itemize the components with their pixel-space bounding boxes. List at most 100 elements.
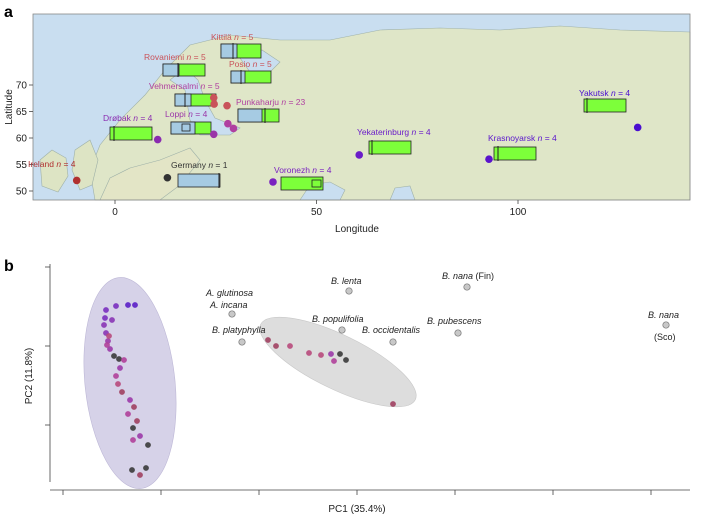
site-label-ireland: Ireland n = 4	[28, 159, 76, 169]
map-axes: 0 50 100 50 55 60 65 70	[16, 81, 527, 219]
climate-boxes	[109, 43, 627, 191]
site-marker-vehmersalmi	[224, 119, 232, 128]
site-marker-punkaharju	[229, 124, 238, 133]
site-label-kittil: Kittilä n = 5	[211, 32, 254, 42]
site-label-drbak: Drøbak n = 4	[103, 113, 153, 123]
land-scandinavia	[89, 25, 691, 201]
site-marker-voronezh	[269, 178, 277, 186]
box-drobak	[109, 126, 153, 141]
sample-point	[390, 401, 396, 407]
sample-point	[130, 425, 136, 431]
sample-point	[106, 333, 112, 339]
sample-point	[137, 433, 143, 439]
label-pubescens: B. pubescens	[427, 316, 482, 326]
label-sco: (Sco)	[654, 332, 676, 342]
land-europe-south	[99, 147, 201, 201]
point-lenta	[345, 287, 353, 295]
map-x-tick-label: 100	[510, 207, 527, 218]
sample-point	[125, 302, 131, 308]
sample-point	[318, 352, 324, 358]
map-x-tick-label: 0	[112, 207, 118, 218]
sample-point	[134, 418, 140, 424]
cluster-ellipse-other	[259, 316, 417, 408]
panel-a-label: a	[4, 4, 13, 21]
sample-point	[306, 350, 312, 356]
site-marker-krasnoyarsk	[485, 155, 493, 163]
site-label-germany: Germany n = 1	[171, 160, 228, 170]
point-nana-fin	[463, 283, 471, 291]
label-occidentalis: B. occidentalis	[362, 325, 421, 335]
point-pubescens	[454, 329, 462, 337]
sample-point	[137, 472, 143, 478]
site-label-krasnoyarsk: Krasnoyarsk n = 4	[488, 133, 557, 143]
label-populifolia: B. populifolia	[312, 314, 364, 324]
map-x-axis-title: Longitude	[335, 224, 379, 235]
site-markers: Kittilä n = 5 Rovaniemi n = 5 Posio n = 5 V…	[28, 32, 642, 186]
map-frame	[32, 13, 691, 201]
site-marker-kittil	[209, 93, 218, 102]
sample-point	[107, 346, 113, 352]
species-labels: A. glutinosa A. incana B. platyphylla B.…	[205, 271, 679, 342]
sample-point	[115, 381, 121, 387]
site-label-voronezh: Voronezh n = 4	[274, 165, 332, 175]
site-label-vehmersalmi: Vehmersalmi n = 5	[149, 81, 220, 91]
sample-point	[131, 404, 137, 410]
sample-points	[101, 302, 396, 478]
pca-y-axis-title: PC2 (11.8%)	[24, 348, 35, 405]
map-y-tick-label: 65	[16, 107, 28, 118]
point-occidentalis	[389, 338, 397, 346]
sample-point	[129, 467, 135, 473]
sample-point	[145, 442, 151, 448]
label-nana: B. nana	[648, 310, 679, 320]
pca-y-ticks	[45, 266, 50, 426]
label-incana: A. incana	[209, 300, 248, 310]
pca-x-axis-title: PC1 (35.4%)	[328, 504, 385, 515]
site-label-punkaharju: Punkaharju n = 23	[236, 97, 306, 107]
point-populifolia	[338, 326, 346, 334]
map-y-axis-title: Latitude	[4, 89, 15, 125]
map-y-tick-label: 60	[16, 134, 28, 145]
label-glutinosa: A. glutinosa	[205, 288, 253, 298]
label-lenta: B. lenta	[331, 276, 362, 286]
site-label-yakutsk: Yakutsk n = 4	[579, 88, 630, 98]
site-marker-ireland	[72, 176, 81, 185]
sample-point	[102, 315, 108, 321]
point-alnus	[228, 310, 236, 318]
sample-point	[119, 389, 125, 395]
sample-point	[109, 317, 115, 323]
site-marker-rovaniemi	[210, 100, 218, 108]
site-marker-drbak	[153, 135, 162, 144]
label-platyphylla: B. platyphylla	[212, 325, 266, 335]
map-y-tick-label: 50	[16, 187, 28, 198]
site-label-yekaterinburg: Yekaterinburg n = 4	[357, 127, 431, 137]
sample-point	[127, 397, 133, 403]
map-x-tick-label: 50	[311, 207, 323, 218]
site-label-rovaniemi: Rovaniemi n = 5	[144, 52, 206, 62]
sample-point	[103, 307, 109, 313]
site-label-posio: Posio n = 5	[229, 59, 272, 69]
sample-point	[101, 322, 107, 328]
sample-point	[337, 351, 343, 357]
sample-point	[113, 373, 119, 379]
sample-point	[104, 342, 110, 348]
sample-point	[287, 343, 293, 349]
cluster-ellipse-betula	[83, 277, 177, 489]
site-marker-posio	[223, 101, 231, 110]
sample-point	[143, 465, 149, 471]
pca-plot	[45, 264, 690, 495]
sample-point	[116, 356, 122, 362]
point-platyphylla	[238, 338, 246, 346]
sample-point	[121, 357, 127, 363]
sample-point	[132, 302, 138, 308]
box-krasnoyarsk	[493, 146, 537, 161]
box-yekaterinburg	[368, 140, 412, 155]
sample-point	[113, 303, 119, 309]
land-british-isles	[39, 139, 99, 193]
box-voronezh	[280, 176, 324, 191]
pca-x-ticks	[62, 490, 652, 495]
map-plot	[32, 13, 691, 201]
label-nana-fin: B. nana (Fin)	[442, 271, 494, 281]
sample-point	[273, 343, 279, 349]
sample-point	[328, 351, 334, 357]
